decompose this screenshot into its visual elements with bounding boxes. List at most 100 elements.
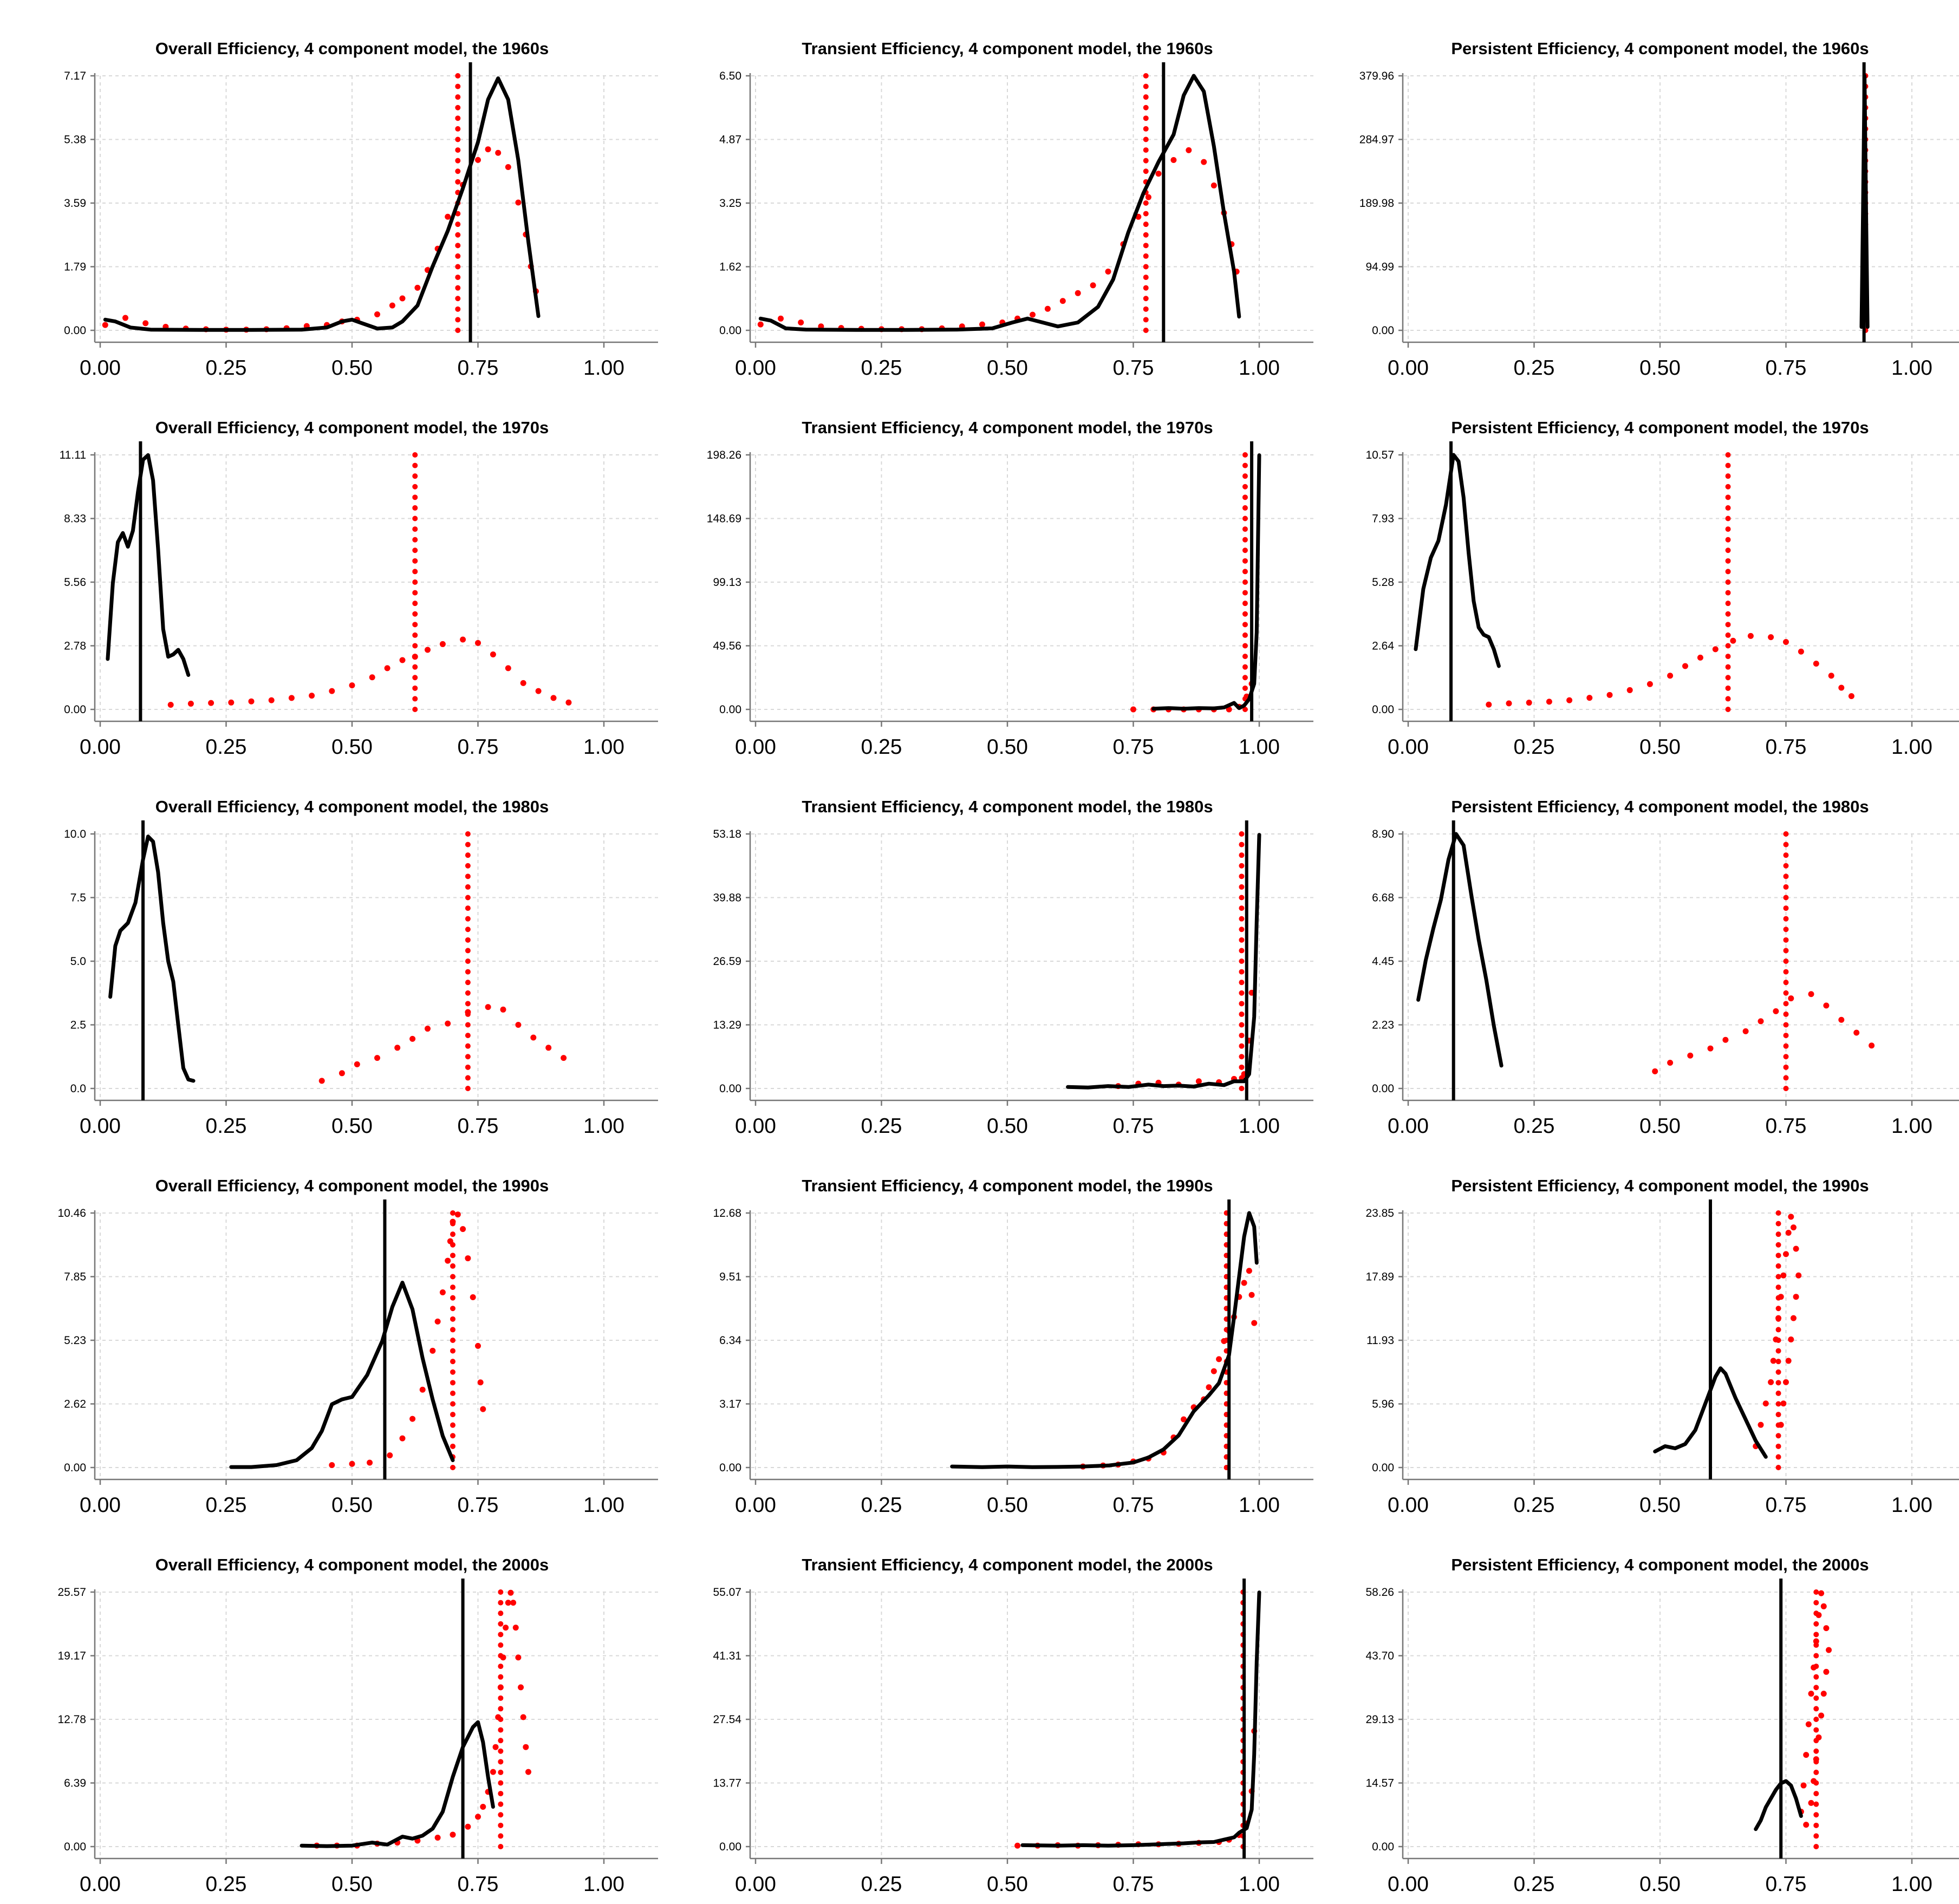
dotted-vline-point — [498, 1706, 504, 1712]
dotted-density-point — [1170, 157, 1177, 163]
dotted-vline-point — [455, 126, 461, 132]
dotted-vline-point — [1242, 537, 1248, 543]
dotted-vline-point — [1242, 516, 1248, 521]
dotted-vline-point — [455, 253, 461, 259]
y-tick-label: 8.33 — [64, 513, 86, 525]
dotted-density-point — [1818, 1712, 1825, 1719]
dotted-density-point — [1795, 1272, 1802, 1279]
y-tick-label: 58.26 — [1365, 1586, 1394, 1599]
dotted-vline-point — [1242, 611, 1248, 617]
solid-density-line — [1020, 1590, 1261, 1848]
dotted-vline-point — [1783, 1075, 1789, 1081]
dotted-density-point — [384, 665, 391, 671]
dotted-vline-point — [1775, 1380, 1781, 1386]
dotted-vline-point — [465, 958, 471, 964]
dotted-vline-point — [412, 537, 418, 543]
dotted-density-point — [429, 1347, 436, 1354]
dotted-vline-point — [1725, 611, 1731, 617]
dotted-density-point — [1780, 1272, 1787, 1279]
dotted-vline-point — [1725, 526, 1731, 532]
dotted-vline-point — [450, 1316, 455, 1322]
x-tick-label: 1.00 — [1891, 1114, 1932, 1138]
panel-title: Transient Efficiency, 4 component model,… — [802, 797, 1213, 816]
x-tick-label: 0.00 — [80, 735, 121, 759]
dotted-density-point — [1768, 1379, 1774, 1385]
y-tick-label: 0.00 — [64, 1841, 86, 1853]
dotted-vline-point — [1783, 852, 1789, 858]
dotted-density-point — [1586, 695, 1593, 701]
dotted-vline-point — [1239, 958, 1245, 964]
dotted-density-point — [1687, 1052, 1694, 1059]
dotted-density-point — [480, 1406, 486, 1412]
panel-8: Transient Efficiency, 4 component model,… — [713, 797, 1313, 1138]
dotted-density-point — [414, 284, 421, 291]
dotted-density-point — [460, 1226, 466, 1233]
dotted-vline-point — [1239, 980, 1245, 986]
y-tick-label: 5.56 — [64, 576, 86, 589]
x-tick-label: 0.25 — [206, 1873, 247, 1896]
dotted-vline-point — [465, 873, 471, 879]
panel-11: Transient Efficiency, 4 component model,… — [713, 1176, 1313, 1517]
dotted-density-point — [497, 1684, 504, 1691]
dotted-density-point — [142, 320, 149, 327]
dotted-density-point — [460, 636, 466, 643]
dotted-vline-point — [465, 1043, 471, 1049]
x-tick-label: 0.75 — [1113, 1494, 1154, 1517]
x-tick-label: 0.25 — [861, 356, 902, 380]
dotted-vline-point — [1775, 1253, 1781, 1259]
dotted-vline-point — [455, 136, 461, 142]
dotted-vline-point — [1143, 115, 1149, 121]
y-tick-label: 3.25 — [719, 197, 741, 210]
panel-6: Persistent Efficiency, 4 component model… — [1365, 418, 1959, 759]
dotted-density-point — [1813, 1756, 1819, 1763]
dotted-density-point — [288, 695, 295, 701]
dotted-vline-point — [498, 1812, 504, 1818]
dotted-vline-point — [455, 296, 461, 302]
dotted-vline-point — [1143, 232, 1149, 238]
dotted-vline-point — [465, 905, 471, 911]
dotted-vline-point — [1725, 558, 1731, 564]
dotted-density-point — [349, 682, 355, 689]
panel-title: Persistent Efficiency, 4 component model… — [1451, 39, 1869, 58]
dotted-vline-point — [1813, 1674, 1819, 1680]
y-tick-label: 55.07 — [713, 1586, 741, 1599]
x-tick-label: 0.50 — [987, 1873, 1028, 1896]
dotted-vline-point — [1775, 1306, 1781, 1312]
dotted-vline-point — [450, 1338, 455, 1343]
dotted-density-point — [450, 1218, 456, 1225]
dotted-density-point — [1697, 654, 1703, 661]
dotted-density-point — [1869, 1042, 1875, 1049]
panel-12: Persistent Efficiency, 4 component model… — [1365, 1176, 1959, 1517]
dotted-vline-point — [450, 1231, 455, 1237]
dotted-vline-point — [465, 980, 471, 986]
dotted-vline-point — [498, 1621, 504, 1627]
dotted-vline-point — [1725, 462, 1731, 468]
solid-density-line — [1066, 833, 1261, 1090]
x-tick-label: 0.75 — [1113, 356, 1154, 380]
y-tick-label: 2.5 — [70, 1019, 86, 1032]
dotted-vline-point — [455, 264, 461, 270]
y-tick-label: 2.78 — [64, 640, 86, 653]
dotted-vline-point — [412, 526, 418, 532]
y-tick-label: 0.00 — [719, 324, 741, 337]
dotted-density-point — [475, 1342, 481, 1349]
dotted-density-point — [1667, 1059, 1674, 1066]
dotted-density-point — [1815, 1612, 1822, 1618]
dotted-vline-point — [1813, 1706, 1819, 1712]
y-tick-label: 5.23 — [64, 1334, 86, 1347]
panel-title: Overall Efficiency, 4 component model, t… — [155, 1555, 549, 1574]
dotted-vline-point — [1239, 948, 1245, 954]
panel-title: Transient Efficiency, 4 component model,… — [802, 1176, 1213, 1195]
dotted-vline-point — [1783, 990, 1789, 996]
dotted-density-point — [477, 1379, 484, 1386]
y-tick-label: 7.17 — [64, 70, 86, 82]
dotted-vline-point — [1775, 1401, 1781, 1407]
dotted-density-point — [518, 1684, 524, 1691]
dotted-density-point — [561, 1055, 567, 1061]
dotted-density-point — [1707, 1045, 1714, 1052]
dotted-density-point — [525, 1769, 531, 1775]
y-tick-label: 6.68 — [1372, 892, 1394, 904]
dotted-density-point — [480, 1803, 486, 1810]
dotted-vline-point — [1775, 1390, 1781, 1396]
dotted-vline-point — [1775, 1454, 1781, 1460]
